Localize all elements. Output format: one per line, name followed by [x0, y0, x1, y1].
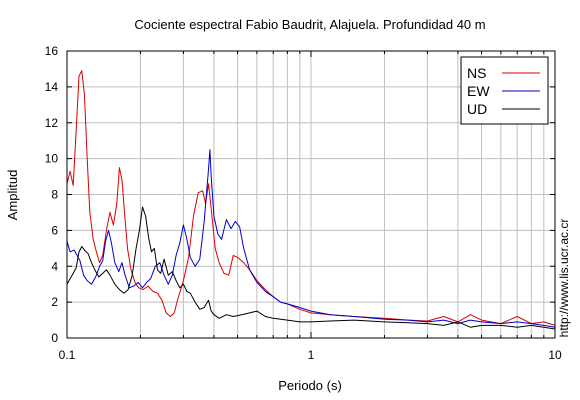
x-tick-label: 0.1 [59, 348, 76, 362]
grid-lines [67, 51, 555, 338]
y-tick-label: 8 [51, 188, 58, 202]
legend-label-ns: NS [467, 65, 486, 81]
y-tick-label: 12 [45, 116, 59, 130]
legend-label-ud: UD [467, 101, 487, 117]
y-tick-label: 2 [51, 295, 58, 309]
x-axis-label: Periodo (s) [278, 378, 342, 393]
x-tick-label: 10 [548, 348, 562, 362]
credit-url: http://www.lis.ucr.ac.cr [557, 219, 571, 338]
legend-label-ew: EW [467, 83, 490, 99]
y-tick-label: 6 [51, 223, 58, 237]
legend: NS EW UD [460, 56, 549, 125]
series-line-ew [66, 149, 556, 328]
chart-title: Cociente espectral Fabio Baudrit, Alajue… [134, 17, 485, 32]
y-tick-label: 4 [51, 259, 58, 273]
y-axis-label: Amplitud [5, 170, 20, 221]
series-group [66, 70, 556, 330]
y-tick-label: 16 [45, 44, 59, 58]
x-tick-label: 1 [308, 348, 315, 362]
series-line-ud [66, 206, 556, 330]
y-tick-label: 0 [51, 331, 58, 345]
y-tick-label: 10 [45, 152, 59, 166]
axis-ticks: 0 2 4 6 8 10 12 14 16 0.1 1 10 [45, 44, 562, 362]
y-tick-label: 14 [45, 80, 59, 94]
